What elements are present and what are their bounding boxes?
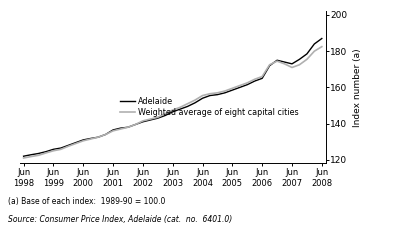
Adelaide xyxy=(29,153,33,156)
Weighted average of eight capital cities xyxy=(193,99,197,101)
Weighted average of eight capital cities xyxy=(155,116,160,119)
Adelaide xyxy=(275,59,279,62)
Adelaide xyxy=(163,114,168,117)
Weighted average of eight capital cities xyxy=(73,142,78,145)
Weighted average of eight capital cities xyxy=(51,149,56,152)
Adelaide xyxy=(21,155,26,158)
Adelaide xyxy=(141,121,145,123)
Weighted average of eight capital cities xyxy=(170,109,175,111)
Adelaide xyxy=(252,80,257,82)
Adelaide xyxy=(51,148,56,151)
Weighted average of eight capital cities xyxy=(96,136,100,138)
Adelaide xyxy=(133,123,138,126)
Weighted average of eight capital cities xyxy=(111,129,116,132)
Weighted average of eight capital cities xyxy=(320,45,324,48)
Text: (a) Base of each index:  1989-90 = 100.0: (a) Base of each index: 1989-90 = 100.0 xyxy=(8,197,165,206)
Adelaide xyxy=(73,141,78,144)
Weighted average of eight capital cities xyxy=(118,128,123,130)
Weighted average of eight capital cities xyxy=(66,145,71,148)
Weighted average of eight capital cities xyxy=(200,94,205,97)
Weighted average of eight capital cities xyxy=(88,138,93,140)
Adelaide xyxy=(297,58,302,61)
Adelaide xyxy=(230,89,235,91)
Adelaide xyxy=(304,52,309,55)
Adelaide xyxy=(215,93,220,96)
Weighted average of eight capital cities xyxy=(36,154,41,157)
Weighted average of eight capital cities xyxy=(103,133,108,136)
Weighted average of eight capital cities xyxy=(148,118,153,121)
Weighted average of eight capital cities xyxy=(312,50,317,52)
Adelaide xyxy=(208,94,212,97)
Adelaide xyxy=(66,144,71,147)
Weighted average of eight capital cities xyxy=(44,152,48,154)
Adelaide xyxy=(96,136,100,138)
Weighted average of eight capital cities xyxy=(178,106,183,109)
Weighted average of eight capital cities xyxy=(289,66,294,69)
Adelaide xyxy=(36,152,41,155)
Line: Adelaide: Adelaide xyxy=(23,39,322,156)
Legend: Adelaide, Weighted average of eight capital cities: Adelaide, Weighted average of eight capi… xyxy=(120,97,299,117)
Weighted average of eight capital cities xyxy=(185,102,190,105)
Weighted average of eight capital cities xyxy=(141,120,145,122)
Weighted average of eight capital cities xyxy=(237,84,242,87)
Adelaide xyxy=(312,43,317,45)
Adelaide xyxy=(222,91,227,94)
Weighted average of eight capital cities xyxy=(297,63,302,66)
Weighted average of eight capital cities xyxy=(230,87,235,90)
Adelaide xyxy=(170,111,175,113)
Weighted average of eight capital cities xyxy=(260,75,264,78)
Weighted average of eight capital cities xyxy=(267,63,272,66)
Adelaide xyxy=(88,137,93,140)
Adelaide xyxy=(155,117,160,120)
Text: Source: Consumer Price Index, Adelaide (cat.  no.  6401.0): Source: Consumer Price Index, Adelaide (… xyxy=(8,215,232,225)
Adelaide xyxy=(320,37,324,40)
Weighted average of eight capital cities xyxy=(163,112,168,115)
Adelaide xyxy=(193,101,197,104)
Adelaide xyxy=(260,77,264,80)
Weighted average of eight capital cities xyxy=(58,148,63,151)
Weighted average of eight capital cities xyxy=(282,62,287,65)
Adelaide xyxy=(111,128,116,131)
Adelaide xyxy=(118,127,123,129)
Adelaide xyxy=(200,97,205,100)
Weighted average of eight capital cities xyxy=(125,126,130,128)
Adelaide xyxy=(245,83,250,86)
Weighted average of eight capital cities xyxy=(252,78,257,81)
Weighted average of eight capital cities xyxy=(222,90,227,92)
Weighted average of eight capital cities xyxy=(29,155,33,158)
Weighted average of eight capital cities xyxy=(133,123,138,126)
Weighted average of eight capital cities xyxy=(245,81,250,84)
Weighted average of eight capital cities xyxy=(215,91,220,94)
Adelaide xyxy=(267,64,272,67)
Adelaide xyxy=(125,126,130,128)
Y-axis label: Index number (a): Index number (a) xyxy=(353,48,362,127)
Weighted average of eight capital cities xyxy=(81,139,86,142)
Adelaide xyxy=(103,133,108,136)
Weighted average of eight capital cities xyxy=(304,58,309,61)
Weighted average of eight capital cities xyxy=(275,60,279,62)
Adelaide xyxy=(148,119,153,121)
Weighted average of eight capital cities xyxy=(208,92,212,95)
Weighted average of eight capital cities xyxy=(21,157,26,159)
Adelaide xyxy=(289,62,294,65)
Adelaide xyxy=(237,86,242,89)
Adelaide xyxy=(58,147,63,149)
Adelaide xyxy=(178,108,183,111)
Adelaide xyxy=(185,105,190,108)
Line: Weighted average of eight capital cities: Weighted average of eight capital cities xyxy=(23,47,322,158)
Adelaide xyxy=(44,150,48,153)
Adelaide xyxy=(81,138,86,141)
Adelaide xyxy=(282,61,287,63)
